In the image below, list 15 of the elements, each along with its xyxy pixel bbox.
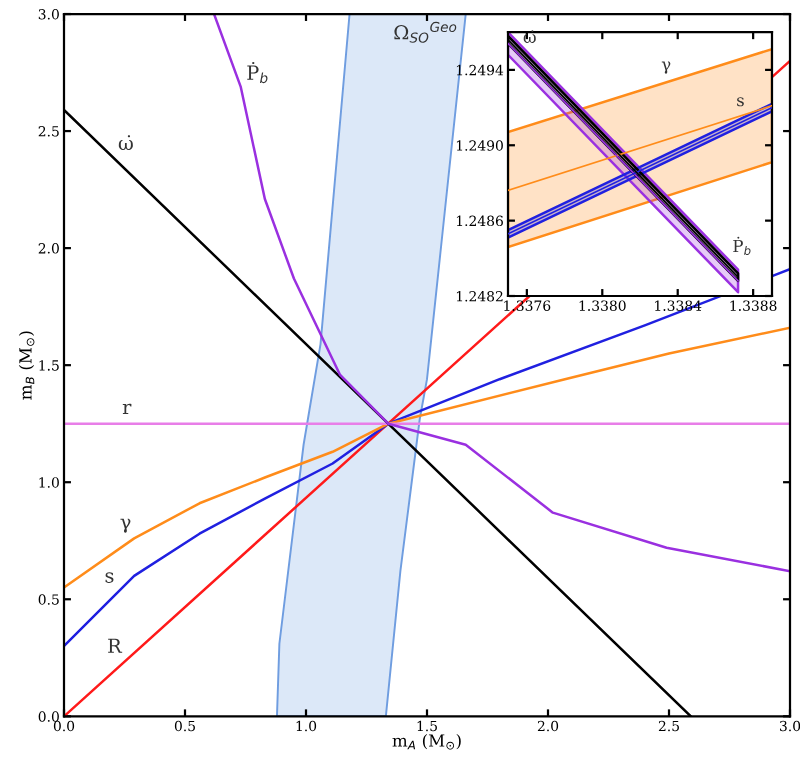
annotation: s bbox=[737, 97, 744, 107]
y-axis-title: m$_{B}$ (M$_{⊙}$) bbox=[18, 331, 35, 400]
annotation: ω̇ bbox=[118, 135, 133, 151]
annotation: ω̇ bbox=[523, 30, 536, 43]
annotation: R bbox=[108, 638, 123, 653]
x-axis-title: m$_{A}$ (M$_{⊙}$) bbox=[392, 733, 461, 750]
annotation: γ bbox=[661, 61, 671, 74]
line-series bbox=[64, 326, 790, 589]
annotation: Ṗ$_{b}$ bbox=[733, 236, 751, 255]
annotation: Ṗ$_{b}$ bbox=[247, 61, 268, 84]
annotation: r bbox=[122, 403, 132, 415]
annotation: γ bbox=[120, 518, 131, 533]
annotation: Ω$_{SO}$$^{Geo}$ bbox=[394, 21, 457, 43]
annotation: s bbox=[105, 572, 114, 583]
line-series bbox=[212, 14, 790, 573]
